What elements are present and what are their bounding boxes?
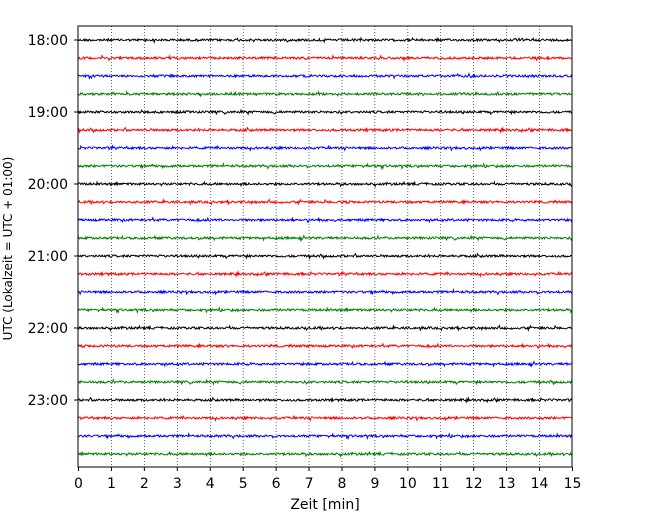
- x-tick-label: 10: [399, 476, 417, 492]
- x-tick-label: 15: [564, 476, 582, 492]
- y-tick-label: 20:00: [28, 177, 68, 193]
- x-tick-label: 8: [338, 476, 347, 492]
- y-axis-label: UTC (Lokalzeit = UTC + 01:00): [1, 157, 15, 341]
- seismic-trace: [77, 54, 573, 63]
- x-tick-label: 3: [173, 476, 182, 492]
- seismic-trace: [77, 161, 573, 171]
- x-tick-label: 4: [206, 476, 215, 492]
- seismic-trace: [77, 89, 573, 98]
- x-tick-label: 0: [74, 476, 83, 492]
- x-tick-label: 13: [498, 476, 516, 492]
- seismic-trace: [77, 252, 573, 260]
- seismic-trace: [77, 287, 573, 296]
- trace-layer: [77, 36, 573, 458]
- tick-layer: 0 1 2 3 4 5 6 7 8 9 10 11 12 13 14 1518:0019:0020:0021:…: [28, 33, 582, 492]
- seismic-trace: [77, 198, 573, 206]
- y-tick-label: 21:00: [28, 249, 68, 265]
- seismic-trace: [77, 414, 573, 422]
- seismic-trace: [77, 396, 573, 404]
- x-tick-label: 12: [465, 476, 483, 492]
- seismic-trace: [77, 36, 572, 45]
- seismic-trace: [77, 306, 573, 315]
- x-axis-label: Zeit [min]: [290, 497, 359, 513]
- x-tick-label: 1: [107, 476, 116, 492]
- grid-layer: [111, 26, 540, 467]
- seismic-trace: [77, 144, 573, 152]
- seismic-trace: [77, 216, 573, 224]
- x-tick-label: 14: [531, 476, 549, 492]
- seismic-trace: [77, 72, 573, 80]
- plot-frame: [77, 25, 573, 468]
- x-tick-label: 11: [432, 476, 450, 492]
- seismic-trace: [77, 360, 573, 368]
- seismic-trace: [77, 324, 573, 332]
- x-tick-label: 2: [140, 476, 149, 492]
- seismic-trace: [77, 270, 573, 278]
- y-tick-label: 23:00: [28, 393, 68, 409]
- x-tick-label: 5: [239, 476, 248, 492]
- x-tick-label: 9: [370, 476, 379, 492]
- x-tick-label: 7: [305, 476, 314, 492]
- seismic-trace: [77, 108, 573, 116]
- seismic-trace: [77, 378, 573, 387]
- seismic-trace: [77, 126, 573, 134]
- y-tick-label: 22:00: [28, 321, 68, 337]
- seismic-trace: [77, 450, 573, 458]
- seismic-trace: [77, 234, 573, 243]
- seismic-trace: [77, 431, 573, 441]
- seismic-trace: [77, 180, 573, 188]
- y-tick-label: 19:00: [28, 105, 68, 121]
- seismic-trace: [77, 342, 573, 350]
- x-tick-label: 6: [272, 476, 281, 492]
- y-tick-label: 18:00: [28, 33, 68, 49]
